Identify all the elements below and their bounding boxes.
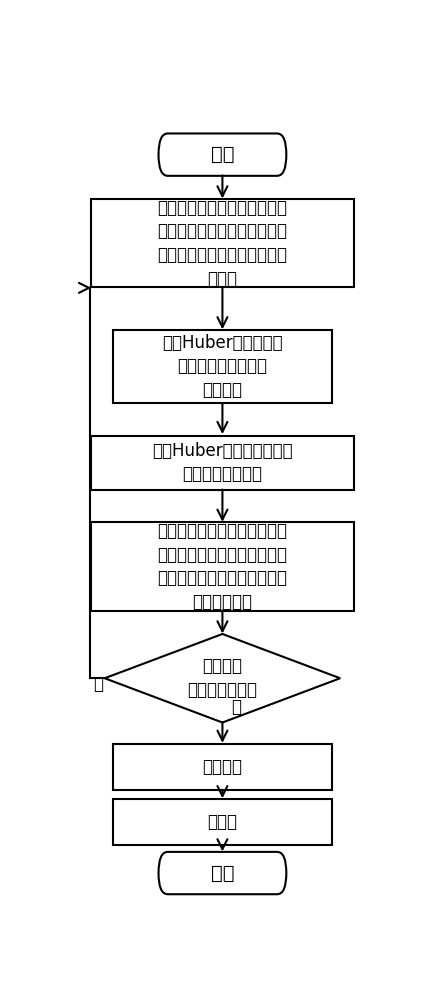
Polygon shape [105,634,340,723]
Text: 是否达到
迭代停止条件？: 是否达到 迭代停止条件？ [187,657,257,699]
Bar [113,744,332,790]
FancyBboxPatch shape [158,133,286,176]
Text: 结束: 结束 [210,864,234,883]
Text: 保存模型: 保存模型 [202,758,243,776]
Bar [91,522,354,611]
Text: 选取历史某一时间段内数据作
为训练数据，并进行归一化，
产生输入权值和阈值，计算隐
层输出: 选取历史某一时间段内数据作 为训练数据，并进行归一化， 产生输入权值和阈值，计算… [158,199,287,288]
Text: 开始: 开始 [210,145,234,164]
Text: 计算总样本权重，并对输出变
量和输入变量进行加权，由稀
疏偏最小二乘回归计算输出权
值，计算残差: 计算总样本权重，并对输出变 量和输入变量进行加权，由稀 疏偏最小二乘回归计算输出… [158,522,287,611]
Text: 是: 是 [231,698,241,716]
Bar [113,330,332,403]
Bar [91,436,354,490]
Bar [91,199,354,287]
Bar [113,799,332,845]
Text: 否: 否 [93,675,103,693]
Text: 利用Huber权函数根据残差
计算输出样本权重: 利用Huber权函数根据残差 计算输出样本权重 [152,442,293,483]
Text: 利用Huber权函数根据
隐藏层得分矩阵计算
样本权重: 利用Huber权函数根据 隐藏层得分矩阵计算 样本权重 [162,334,283,399]
Text: 软测量: 软测量 [207,813,237,831]
FancyBboxPatch shape [158,852,286,894]
